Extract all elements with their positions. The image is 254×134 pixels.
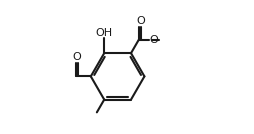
Text: OH: OH [96, 28, 113, 38]
Text: O: O [149, 35, 158, 45]
Text: O: O [73, 52, 82, 62]
Text: O: O [137, 16, 146, 26]
